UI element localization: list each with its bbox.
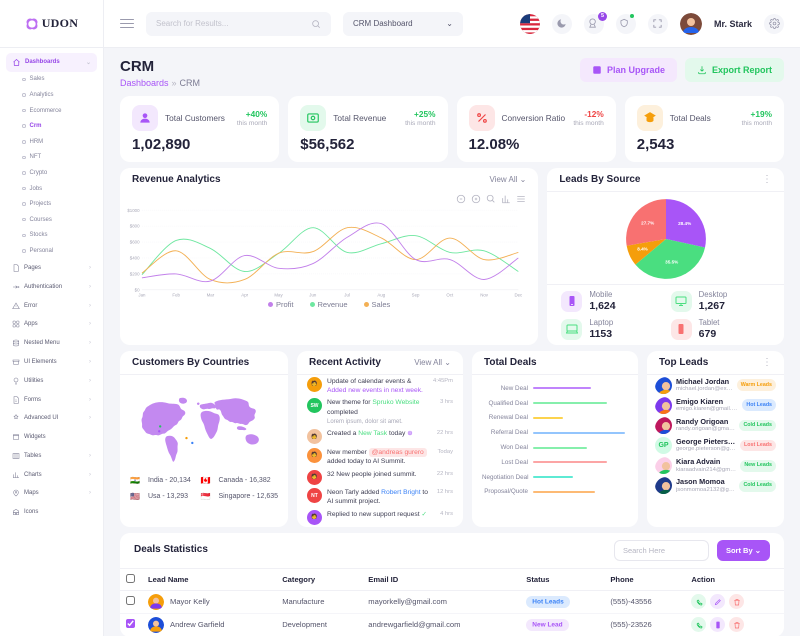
svg-text:Feb: Feb [172,293,180,298]
svg-text:Nov: Nov [480,293,489,298]
svg-text:35.5%: 35.5% [665,259,678,264]
svg-text:Sep: Sep [412,293,420,298]
svg-text:Oct: Oct [446,293,454,298]
svg-text:28.4%: 28.4% [678,221,691,226]
svg-text:Apr: Apr [241,293,248,298]
svg-text:Jul: Jul [344,293,350,298]
svg-text:27.7%: 27.7% [641,221,654,226]
svg-text:$800: $800 [130,224,140,229]
svg-text:$600: $600 [130,240,140,245]
svg-text:Jun: Jun [309,293,317,298]
svg-text:$200: $200 [130,272,140,277]
svg-text:$1000: $1000 [127,208,140,213]
svg-text:Dec: Dec [514,293,523,298]
svg-text:Jan: Jan [138,293,146,298]
svg-text:$400: $400 [130,256,140,261]
svg-text:May: May [274,293,283,298]
svg-text:$0: $0 [135,287,140,292]
svg-text:8.4%: 8.4% [637,246,648,251]
svg-text:Aug: Aug [377,293,385,298]
svg-text:Mar: Mar [207,293,215,298]
